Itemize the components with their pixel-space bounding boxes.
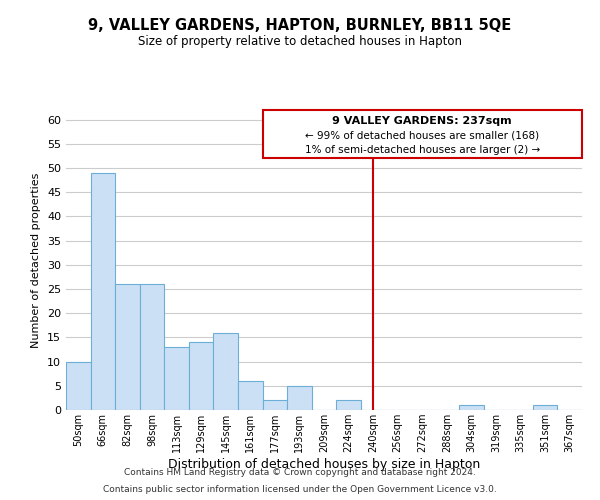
Text: Contains HM Land Registry data © Crown copyright and database right 2024.: Contains HM Land Registry data © Crown c… (124, 468, 476, 477)
Bar (533, 405, 557, 410)
Bar (459, 405, 484, 410)
Text: Contains public sector information licensed under the Open Government Licence v3: Contains public sector information licen… (103, 484, 497, 494)
Bar (140, 284, 164, 410)
Bar (164, 347, 189, 410)
Y-axis label: Number of detached properties: Number of detached properties (31, 172, 41, 348)
Text: 1% of semi-detached houses are larger (2) →: 1% of semi-detached houses are larger (2… (305, 144, 540, 154)
Text: Size of property relative to detached houses in Hapton: Size of property relative to detached ho… (138, 35, 462, 48)
X-axis label: Distribution of detached houses by size in Hapton: Distribution of detached houses by size … (168, 458, 480, 471)
Bar (189, 342, 214, 410)
Bar (214, 332, 238, 410)
Bar (115, 284, 140, 410)
Bar (238, 381, 263, 410)
Text: ← 99% of detached houses are smaller (168): ← 99% of detached houses are smaller (16… (305, 130, 539, 140)
Bar (336, 400, 361, 410)
Bar (91, 173, 115, 410)
Bar (263, 110, 582, 158)
Text: 9 VALLEY GARDENS: 237sqm: 9 VALLEY GARDENS: 237sqm (332, 116, 512, 126)
Bar (263, 400, 287, 410)
Bar (287, 386, 312, 410)
Bar (66, 362, 91, 410)
Text: 9, VALLEY GARDENS, HAPTON, BURNLEY, BB11 5QE: 9, VALLEY GARDENS, HAPTON, BURNLEY, BB11… (88, 18, 512, 32)
